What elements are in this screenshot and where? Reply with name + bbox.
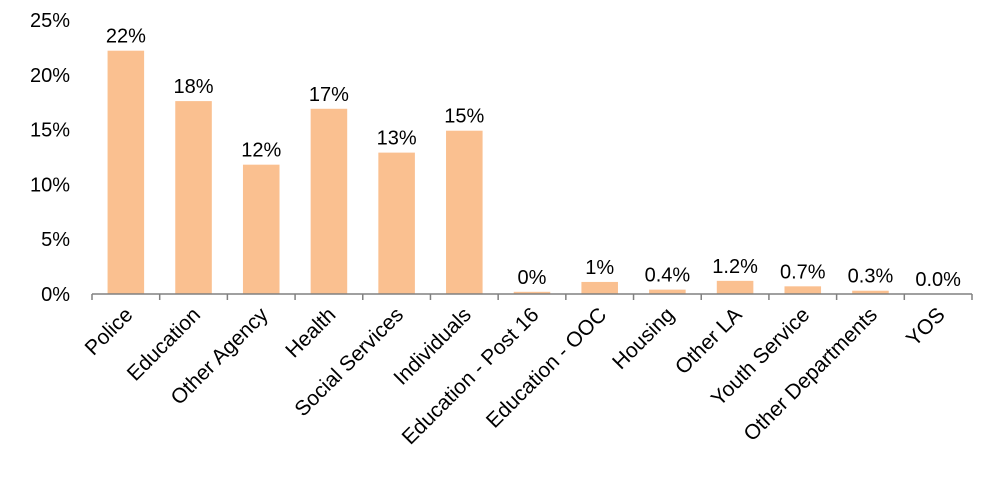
y-tick-label: 25% xyxy=(30,10,70,32)
data-label: 12% xyxy=(241,140,281,162)
data-label: 0.3% xyxy=(848,266,894,288)
bar xyxy=(446,130,483,294)
bar xyxy=(310,108,348,294)
data-label: 0.0% xyxy=(915,269,961,291)
data-label: 1% xyxy=(585,257,614,279)
x-axis-ticks xyxy=(91,294,973,300)
data-label: 22% xyxy=(106,26,146,48)
bar xyxy=(107,50,145,294)
bar xyxy=(378,152,415,294)
data-label: 1.2% xyxy=(712,256,758,278)
y-axis-ticks: 0% 5% 10% 15% 20% 25% xyxy=(30,10,70,306)
bar xyxy=(784,286,822,294)
category-label: Education - OOC xyxy=(482,303,611,432)
data-label: 0% xyxy=(518,267,547,289)
data-label: 17% xyxy=(309,84,349,106)
bars xyxy=(107,50,889,294)
data-label: 0.7% xyxy=(780,261,826,283)
y-tick-label: 15% xyxy=(30,120,70,142)
category-label: Other Departments xyxy=(739,303,882,446)
bar xyxy=(581,281,618,294)
data-label: 18% xyxy=(174,76,214,98)
bar xyxy=(242,164,280,294)
y-tick-label: 10% xyxy=(30,174,70,196)
bar xyxy=(852,290,889,294)
data-label: 0.4% xyxy=(645,265,691,287)
y-tick-label: 5% xyxy=(41,229,70,251)
category-label: YOS xyxy=(902,303,950,351)
bar xyxy=(649,289,686,294)
bar xyxy=(716,280,754,294)
bar xyxy=(175,101,212,294)
category-label: Health xyxy=(281,303,340,362)
category-label: Housing xyxy=(608,303,679,374)
y-tick-label: 20% xyxy=(30,65,70,87)
data-label: 15% xyxy=(444,106,484,128)
y-tick-label: 0% xyxy=(41,284,70,306)
data-labels: 22% 18% 12% 17% 13% 15% 0% 1% 0.4% 1.2% 0.7% 0.3% 0.… xyxy=(106,26,961,291)
data-label: 13% xyxy=(377,128,417,150)
category-label: Police xyxy=(81,303,138,360)
bar xyxy=(513,291,551,294)
